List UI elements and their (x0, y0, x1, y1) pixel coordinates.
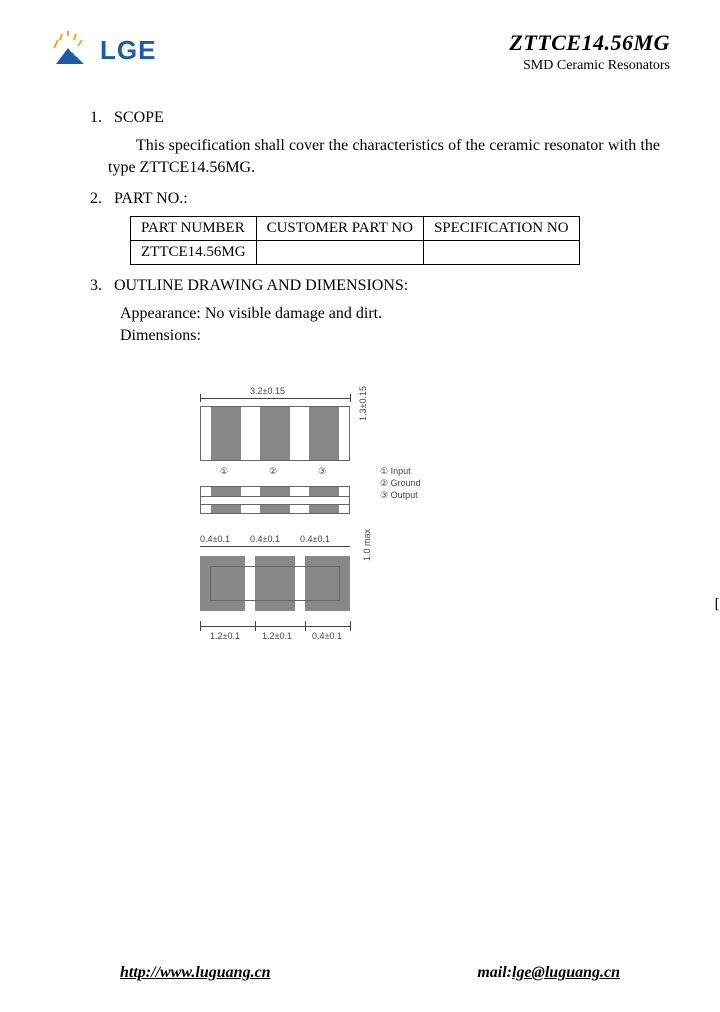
footer-url-link[interactable]: http://www.luguang.cn (120, 964, 271, 982)
dimensions-text: Dimensions: (120, 325, 660, 347)
header: LGE ZTTCE14.56MG SMD Ceramic Resonators (50, 30, 670, 74)
outline-box (210, 566, 340, 601)
subtitle: SMD Ceramic Resonators (509, 58, 670, 74)
section-3-heading: 3. OUTLINE DRAWING AND DIMENSIONS: (90, 277, 660, 295)
dim-top-width: 3.2±0.15 (250, 386, 285, 396)
section-1-num: 1. (90, 109, 102, 126)
section-1-title: SCOPE (114, 109, 164, 126)
content: 1. SCOPE This specification shall cover … (50, 109, 670, 706)
dim-line (200, 621, 201, 631)
dim-bottom-a: 1.2±0.1 (210, 631, 240, 641)
section-2-heading: 2. PART NO.: (90, 190, 660, 208)
dim-pad-c: 0.4±0.1 (300, 534, 330, 544)
part-title: ZTTCE14.56MG (509, 30, 670, 56)
footer: http://www.luguang.cn mail:lge@luguang.c… (0, 964, 720, 982)
section-2-title: PART NO.: (114, 190, 188, 207)
scope-text: This specification shall cover the chara… (108, 135, 660, 178)
table-header-custpart: CUSTOMER PART NO (256, 217, 423, 241)
dim-line (305, 621, 306, 631)
component-top-view (200, 406, 350, 461)
page: LGE ZTTCE14.56MG SMD Ceramic Resonators … (0, 0, 720, 1012)
section-1-heading: 1. SCOPE (90, 109, 660, 127)
pin-2-marker: ② (269, 466, 277, 477)
part-table: PART NUMBER CUSTOMER PART NO SPECIFICATI… (130, 216, 580, 265)
footer-mail-link[interactable]: lge@luguang.cn (512, 964, 620, 981)
dim-line (200, 546, 350, 547)
dim-side-height: 1.0 max (362, 529, 372, 561)
pad-icon (211, 487, 241, 496)
table-header-partnum: PART NUMBER (131, 217, 257, 241)
dim-pad-a: 0.4±0.1 (200, 534, 230, 544)
pad-icon (211, 505, 241, 513)
pin-label-ground: ② Ground (380, 478, 421, 489)
component-land-pattern (200, 556, 350, 611)
pad-icon (260, 505, 290, 513)
pin-3-marker: ③ (318, 466, 326, 477)
dim-bottom-c: 0.4±0.1 (312, 631, 342, 641)
dim-line (200, 626, 350, 627)
dim-top-height: 1.3±0.15 (358, 386, 368, 421)
appearance-text: Appearance: No visible damage and dirt. (120, 303, 660, 325)
pin-label-output: ③ Output (380, 490, 418, 501)
pin-label-input: ① Input (380, 466, 411, 477)
table-header-spec: SPECIFICATION NO (423, 217, 579, 241)
table-cell-custpart (256, 241, 423, 265)
pad-icon (260, 487, 290, 496)
dim-line (200, 394, 201, 402)
table-cell-spec (423, 241, 579, 265)
dim-line (200, 398, 350, 399)
section-3-title: OUTLINE DRAWING AND DIMENSIONS: (114, 277, 408, 294)
dim-line (350, 621, 351, 631)
pad-icon (211, 407, 241, 460)
component-side-view (200, 486, 350, 514)
dim-line (350, 394, 351, 402)
title-block: ZTTCE14.56MG SMD Ceramic Resonators (509, 30, 670, 74)
pin-1-marker: ① (220, 466, 228, 477)
outline-drawing: 3.2±0.15 1.3±0.15 ① ② ③ ① Input ② Ground… (180, 386, 660, 706)
dim-line (201, 496, 349, 497)
dim-pad-b: 0.4±0.1 (250, 534, 280, 544)
section-2-num: 2. (90, 190, 102, 207)
logo-text: LGE (100, 35, 156, 66)
dim-bottom-b: 1.2±0.1 (262, 631, 292, 641)
footer-mail: mail:lge@luguang.cn (477, 964, 620, 982)
footer-mail-label: mail: (477, 964, 512, 981)
unit-label: [ Unit: mm ] (715, 596, 720, 613)
section-3-num: 3. (90, 277, 102, 294)
pad-icon (309, 487, 339, 496)
pad-icon (260, 407, 290, 460)
table-row: ZTTCE14.56MG (131, 241, 580, 265)
logo: LGE (50, 30, 156, 70)
table-cell-partnum: ZTTCE14.56MG (131, 241, 257, 265)
pad-icon (309, 407, 339, 460)
dim-line (255, 621, 256, 631)
table-row: PART NUMBER CUSTOMER PART NO SPECIFICATI… (131, 217, 580, 241)
logo-icon (50, 30, 94, 70)
pad-icon (309, 505, 339, 513)
